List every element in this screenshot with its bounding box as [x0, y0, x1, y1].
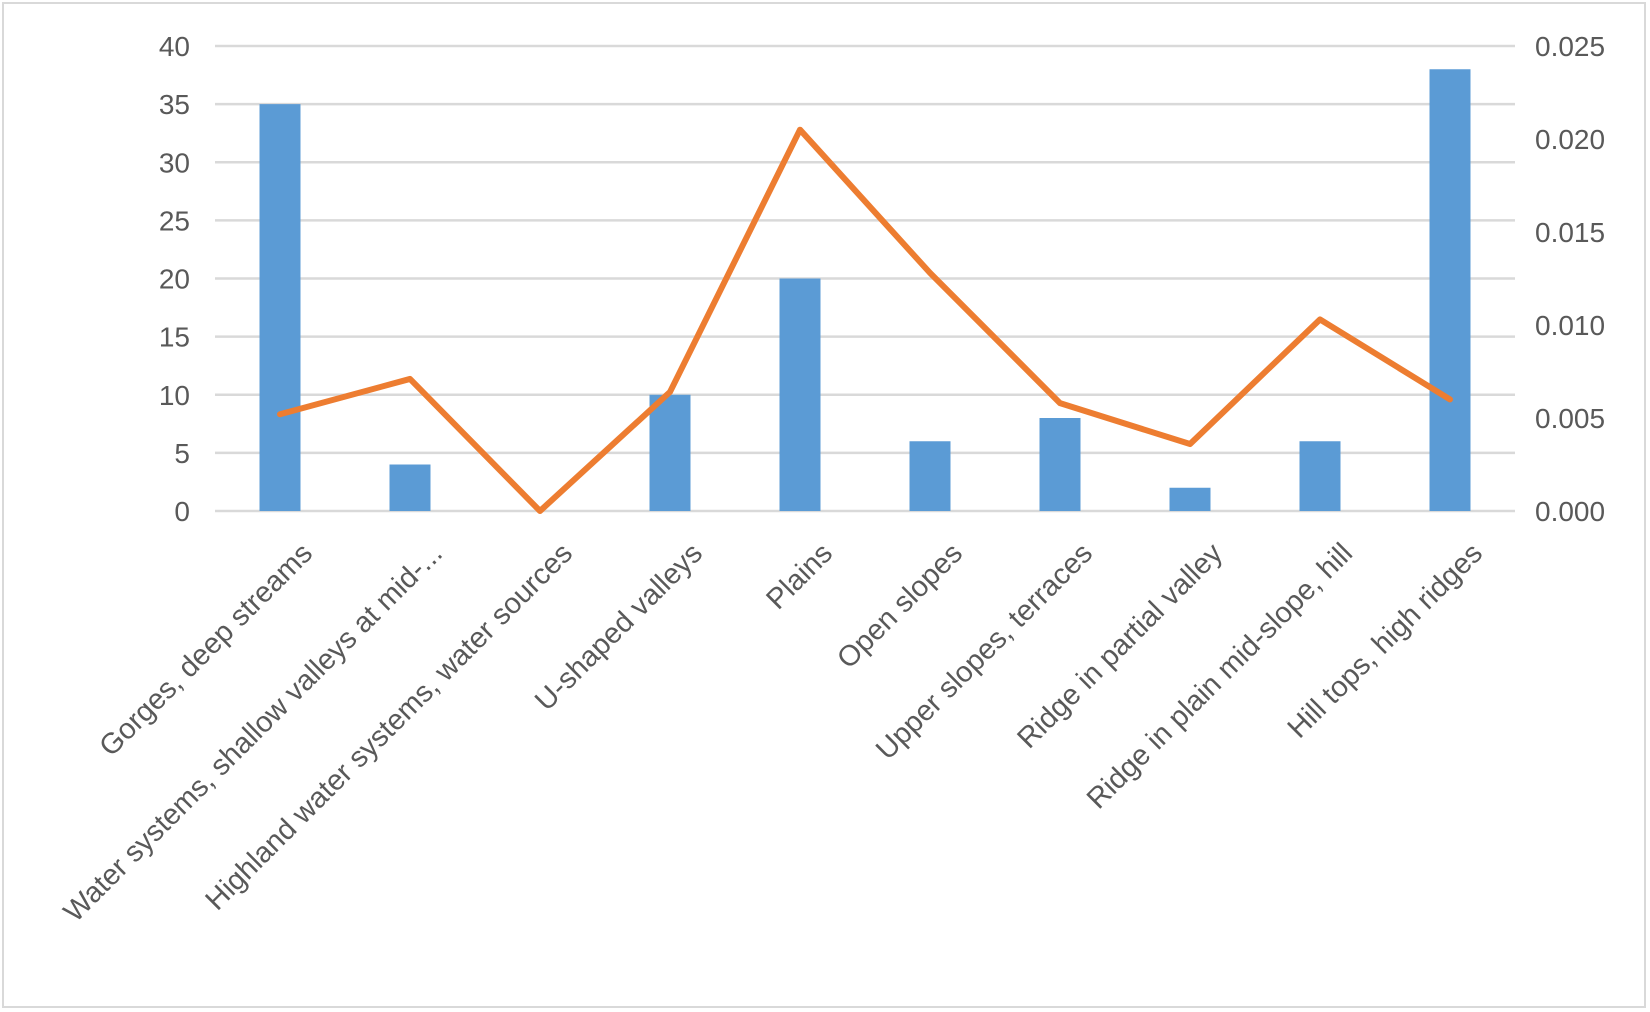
line-series: [277, 126, 1453, 514]
right-axis-tick-label: 0.020: [1535, 124, 1605, 155]
bar: [389, 464, 431, 511]
series-line: [277, 126, 1453, 514]
right-axis-ticks: 0.000 0.005 0.010 0.015 0.020 0.025: [1535, 31, 1605, 527]
bar: [1039, 418, 1081, 511]
right-axis-tick-label: 0.005: [1535, 403, 1605, 434]
left-axis-tick-label: 20: [159, 264, 190, 295]
right-axis-tick-label: 0.025: [1535, 31, 1605, 62]
bar: [909, 441, 951, 511]
right-axis-tick-label: 0.015: [1535, 217, 1605, 248]
bar: [779, 278, 821, 511]
left-axis-tick-label: 0: [174, 496, 190, 527]
bar: [649, 394, 691, 511]
left-axis-tick-label: 5: [174, 438, 190, 469]
bar-series: [259, 69, 1471, 511]
bar: [1169, 487, 1211, 511]
category-label: Upper slopes, terraces: [870, 537, 1099, 766]
left-axis-tick-label: 30: [159, 147, 190, 178]
right-axis-tick-label: 0.000: [1535, 496, 1605, 527]
bar: [1429, 69, 1471, 511]
category-label: Open slopes: [831, 537, 969, 675]
category-label: Ridge in plain mid-slope, hill: [1081, 537, 1359, 815]
left-axis-ticks: 0 5 10 15 20 25 30 35 40: [159, 31, 190, 527]
gridlines: [215, 44, 1515, 513]
left-axis-tick-label: 15: [159, 322, 190, 353]
bar: [1299, 441, 1341, 511]
bar: [259, 104, 301, 511]
category-label: Gorges, deep streams: [93, 537, 319, 763]
left-axis-tick-label: 40: [159, 31, 190, 62]
right-axis-tick-label: 0.010: [1535, 310, 1605, 341]
category-label: Plains: [760, 537, 838, 615]
left-axis-tick-label: 10: [159, 380, 190, 411]
left-axis-tick-label: 35: [159, 89, 190, 120]
left-axis-tick-label: 25: [159, 205, 190, 236]
